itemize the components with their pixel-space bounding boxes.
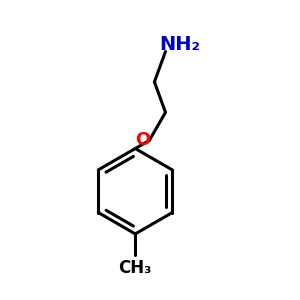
Text: O: O [135,131,150,149]
Text: NH₂: NH₂ [160,34,201,54]
Text: CH₃: CH₃ [118,259,152,277]
